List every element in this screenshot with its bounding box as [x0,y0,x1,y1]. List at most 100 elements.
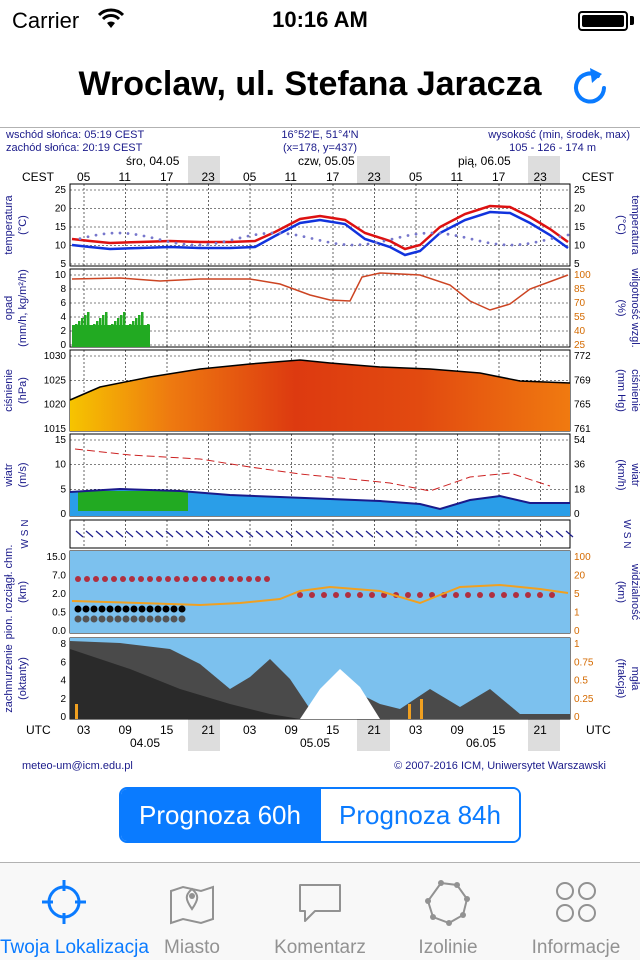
night-band-footer [357,719,390,751]
tick-right: 40 [574,326,586,337]
tick-left: 8 [60,639,66,650]
hour-top-label: 23 [368,170,382,184]
hour-bottom-label: 09 [285,723,299,737]
refresh-icon[interactable] [568,64,612,108]
wind-arrow [445,530,454,538]
windchill-dot [86,235,90,239]
axis-unit-left: (m/s) [17,462,29,487]
tab-comment[interactable]: Komentarz [256,863,384,960]
wind-arrow [495,530,504,538]
speech-bubble-icon [299,884,341,922]
tick-right: 18 [574,484,586,495]
axis-title-left: opad [3,296,15,320]
isoline-icon [425,880,470,926]
windchill-dot [134,233,138,236]
windchill-dot [326,240,330,244]
forecast-84h-button[interactable]: Prognoza 84h [319,789,519,841]
windchill-dot [174,241,178,245]
windchill-dot [542,238,546,242]
wind-arrow [385,530,394,538]
windchill-dot [550,237,554,240]
tick-right: 5 [574,259,580,270]
cloud-base-dot [120,576,126,582]
windchill-dot [182,242,186,246]
fog-dot [82,605,90,613]
day-bottom-2: 05.05 [300,736,330,750]
tick-left: 10 [55,270,67,281]
windchill-dot [254,233,258,237]
fog-dot [106,615,114,623]
wind-arrow [375,530,384,538]
windchill-dot [398,235,402,239]
windchill-dot [366,242,370,246]
wind-arrow [425,530,434,538]
tick-right: 100 [574,270,591,281]
tick-left: 4 [60,312,66,323]
tick-left: 2 [60,326,66,337]
tick-left: 1015 [44,424,67,435]
wind-arrow [335,530,344,538]
tz-top-left: CEST [22,170,55,184]
cloud-base-dot [183,576,189,582]
wind-arrow [195,530,204,538]
axis-unit-right: (°C) [615,215,627,235]
fog-dot [170,605,178,613]
fog-dot [90,605,98,613]
axis-title-right: wilgotność wzgl. [629,267,640,347]
wind-arrow [485,530,494,538]
windchill-dot [78,237,82,241]
hour-bottom-label: 09 [451,723,465,737]
fog-bar [75,704,78,719]
carrier-label: Carrier [12,8,80,33]
cloud-base-dot [237,576,243,582]
tab-info[interactable]: Informacje [512,863,640,960]
tab-city[interactable]: Miasto [128,863,256,960]
axis-title-left: temperatura [3,194,15,254]
tick-right: 761 [574,424,591,435]
night-band-footer [528,719,560,751]
windchill-dot [374,241,378,245]
wind-arrow [395,530,404,538]
tab-isolines[interactable]: Izolinie [384,863,512,960]
axis-unit-left: (oktanty) [17,657,29,700]
axis-title-left: pion. rozciągł. chm. [3,545,15,640]
tick-left: 10 [55,241,67,252]
cloud-base-dot [156,576,162,582]
sunrise-text: wschód słońca: 05:19 CEST [5,129,144,141]
elevation-values: 105 - 126 - 174 m [509,142,596,154]
day-bottom-3: 06.05 [466,736,496,750]
fog-dot [74,605,82,613]
navigation-bar: Wroclaw, ul. Stefana Jaracza [0,40,640,128]
cloud-base-dot [429,592,435,598]
tick-right: 54 [574,435,586,446]
fog-dot [122,605,130,613]
hour-bottom-label: 21 [368,723,382,737]
hour-bottom-label: 15 [160,723,174,737]
windchill-dot [310,237,314,240]
forecast-60h-button[interactable]: Prognoza 60h [121,789,319,841]
tz-top-right: CEST [582,170,615,184]
wind-arrow [165,530,174,538]
meteogram[interactable]: wschód słońca: 05:19 CEST zachód słońca:… [0,129,640,780]
tab-location[interactable]: Twoja Lokalizacja [0,863,149,960]
wind-arrow [455,530,464,538]
tick-right: 765 [574,400,591,411]
wind-arrow [435,530,444,538]
tab-info-label: Informacje [531,937,621,958]
cloud-base-dot [369,592,375,598]
windchill-dot [318,238,322,242]
wind-arrow [125,530,134,538]
axis-unit-left: (°C) [17,215,29,235]
axis-title-left: zachmurzenie [3,644,15,712]
meteogram-chart: wschód słońca: 05:19 CEST zachód słońca:… [3,129,640,772]
day-label-3: pią, 06.05 [458,154,511,168]
hour-bottom-label: 21 [202,723,216,737]
tick-left: 15 [55,435,67,446]
windchill-dot [222,240,226,244]
tick-left: 0 [60,509,66,520]
elevation-title: wysokość (min, środek, max) [487,129,630,141]
windchill-dot [150,236,154,240]
tz-bottom-left: UTC [26,723,51,737]
cloud-base-dot [345,592,351,598]
